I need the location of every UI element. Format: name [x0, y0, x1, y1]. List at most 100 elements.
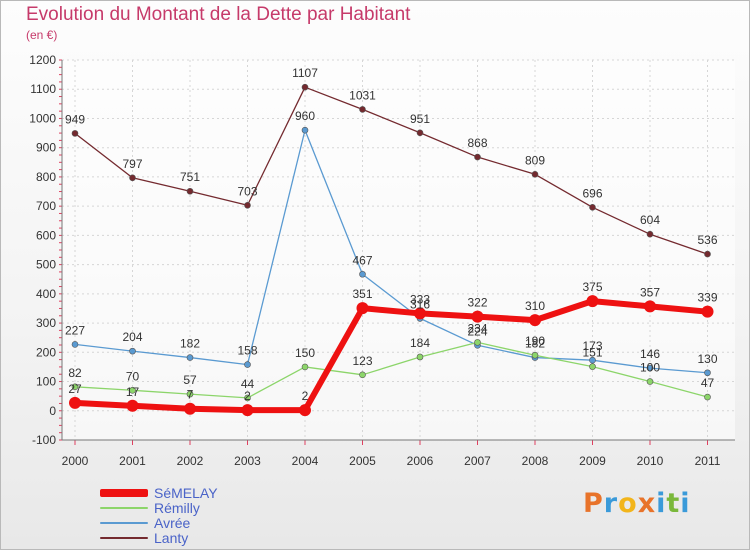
data-label: 182 — [180, 337, 200, 351]
x-tick-label: 2010 — [637, 454, 664, 468]
x-tick-label: 2005 — [349, 454, 376, 468]
y-tick-label: 400 — [36, 287, 56, 301]
data-point — [529, 314, 541, 327]
data-label: 130 — [697, 352, 717, 366]
data-point — [186, 187, 194, 195]
data-point — [301, 363, 309, 371]
legend-item: Lanty — [100, 531, 188, 545]
y-tick-label: 900 — [36, 141, 56, 155]
series-line-avrée — [74, 129, 708, 374]
data-label: 7 — [187, 388, 194, 402]
y-tick-label: 1000 — [29, 111, 56, 125]
data-label: 951 — [410, 112, 430, 126]
data-label: 27 — [68, 382, 82, 396]
data-label: 70 — [126, 369, 140, 383]
data-point — [646, 378, 654, 385]
data-point — [646, 364, 654, 372]
data-label: 868 — [467, 136, 487, 150]
data-label: 1031 — [349, 88, 376, 102]
legend-label: Lanty — [154, 530, 189, 546]
data-point — [416, 353, 424, 361]
data-label: 204 — [122, 330, 142, 344]
x-tick-label: 2007 — [464, 454, 491, 468]
data-point — [531, 170, 539, 178]
y-tick-label: 600 — [36, 228, 56, 242]
data-label: 184 — [410, 336, 430, 350]
data-label: 44 — [241, 377, 255, 391]
data-point — [301, 83, 309, 91]
legend-swatch — [100, 522, 148, 524]
data-point — [186, 354, 194, 361]
y-tick-label: 1100 — [30, 82, 56, 96]
legend-label: Avrée — [154, 515, 191, 531]
x-tick-label: 2009 — [579, 454, 606, 468]
data-label: 809 — [525, 153, 545, 167]
data-label: 333 — [410, 292, 430, 306]
x-tick-label: 2006 — [407, 454, 434, 468]
data-point — [186, 390, 194, 398]
data-point — [589, 363, 596, 370]
data-label: 151 — [582, 346, 602, 360]
data-point — [704, 369, 711, 377]
x-tick-label: 2008 — [522, 454, 549, 468]
data-label: 100 — [640, 361, 660, 375]
proxiti-logo: Proxiti — [583, 488, 691, 519]
data-point — [129, 174, 136, 182]
data-point — [704, 393, 711, 401]
data-label: 960 — [295, 109, 315, 123]
data-point — [474, 339, 481, 346]
y-tick-label: 800 — [36, 170, 56, 184]
data-point — [474, 153, 481, 161]
y-tick-label: 500 — [36, 258, 56, 272]
data-point — [644, 300, 656, 313]
y-tick-label: 100 — [36, 375, 56, 389]
data-point — [301, 126, 309, 134]
data-label: 351 — [352, 287, 372, 301]
x-tick-label: 2004 — [292, 454, 319, 468]
legend-swatch — [100, 537, 148, 539]
data-point — [71, 341, 79, 348]
data-point — [646, 230, 654, 238]
data-point — [701, 305, 714, 318]
legend-item: SéMELAY — [100, 486, 218, 500]
legend-swatch — [100, 489, 148, 497]
series-line-sémelay — [74, 298, 708, 414]
data-point — [129, 387, 136, 394]
data-label: 322 — [467, 296, 487, 310]
data-label: 467 — [352, 253, 372, 267]
data-label: 234 — [467, 321, 487, 335]
data-label: 158 — [237, 344, 257, 358]
data-point — [414, 307, 426, 320]
data-point — [241, 404, 254, 417]
x-tick-label: 2003 — [234, 454, 261, 468]
data-label: 146 — [640, 347, 660, 361]
legend-label: SéMELAY — [154, 485, 218, 501]
data-label: 224 — [467, 324, 487, 338]
data-point — [244, 361, 251, 368]
x-tick-label: 2000 — [62, 454, 89, 468]
data-label: 190 — [525, 334, 545, 348]
data-label: 123 — [352, 354, 372, 368]
data-point — [126, 399, 139, 412]
data-label: 1107 — [292, 66, 318, 80]
data-label: 310 — [525, 299, 545, 313]
data-point — [129, 347, 136, 355]
data-label: 357 — [640, 285, 660, 299]
data-point — [244, 394, 251, 402]
data-label: 536 — [697, 233, 717, 247]
series-line-lanty — [74, 86, 708, 255]
y-tick-label: 200 — [36, 345, 56, 359]
data-point — [416, 129, 424, 137]
data-point — [704, 250, 711, 258]
data-label: 82 — [68, 366, 82, 380]
legend-label: Rémilly — [154, 500, 200, 516]
y-tick-label: -100 — [32, 433, 56, 447]
legend-item: Rémilly — [100, 501, 200, 515]
y-tick-label: 700 — [36, 199, 56, 213]
data-point — [359, 371, 366, 379]
x-tick-label: 2002 — [177, 454, 204, 468]
data-label: 17 — [126, 385, 140, 399]
series-line-rémilly — [74, 341, 708, 399]
chart-title: Evolution du Montant de la Dette par Hab… — [26, 4, 411, 25]
